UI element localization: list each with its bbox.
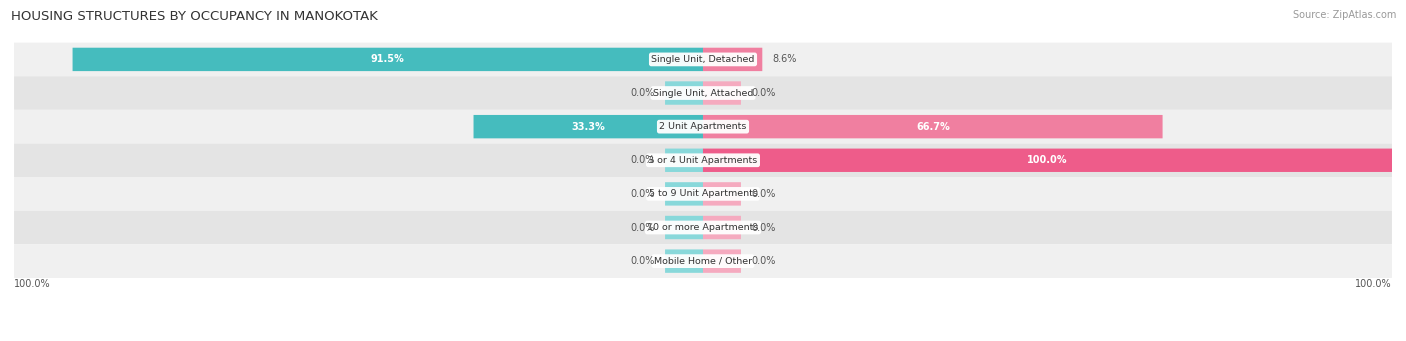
- Text: 66.7%: 66.7%: [915, 122, 949, 132]
- FancyBboxPatch shape: [703, 115, 1163, 138]
- FancyBboxPatch shape: [665, 249, 703, 273]
- Text: 8.6%: 8.6%: [772, 55, 797, 64]
- Text: 0.0%: 0.0%: [630, 88, 655, 98]
- Text: 10 or more Apartments: 10 or more Apartments: [647, 223, 759, 232]
- FancyBboxPatch shape: [665, 216, 703, 239]
- FancyBboxPatch shape: [703, 216, 741, 239]
- Text: Single Unit, Detached: Single Unit, Detached: [651, 55, 755, 64]
- Text: 3 or 4 Unit Apartments: 3 or 4 Unit Apartments: [648, 156, 758, 165]
- Text: Source: ZipAtlas.com: Source: ZipAtlas.com: [1292, 10, 1396, 20]
- Text: Single Unit, Attached: Single Unit, Attached: [652, 89, 754, 98]
- FancyBboxPatch shape: [665, 149, 703, 172]
- FancyBboxPatch shape: [665, 81, 703, 105]
- Text: 91.5%: 91.5%: [371, 55, 405, 64]
- FancyBboxPatch shape: [14, 177, 1392, 211]
- Text: 100.0%: 100.0%: [1355, 279, 1392, 289]
- FancyBboxPatch shape: [703, 81, 741, 105]
- Text: 0.0%: 0.0%: [630, 256, 655, 266]
- FancyBboxPatch shape: [703, 149, 1392, 172]
- Text: 100.0%: 100.0%: [14, 279, 51, 289]
- FancyBboxPatch shape: [73, 48, 703, 71]
- Text: 0.0%: 0.0%: [751, 189, 776, 199]
- FancyBboxPatch shape: [14, 110, 1392, 144]
- FancyBboxPatch shape: [14, 43, 1392, 76]
- Text: 100.0%: 100.0%: [1028, 155, 1067, 165]
- Text: 0.0%: 0.0%: [630, 155, 655, 165]
- Text: 0.0%: 0.0%: [751, 88, 776, 98]
- Text: 0.0%: 0.0%: [630, 223, 655, 233]
- Text: 33.3%: 33.3%: [571, 122, 605, 132]
- Text: Mobile Home / Other: Mobile Home / Other: [654, 257, 752, 266]
- Text: 5 to 9 Unit Apartments: 5 to 9 Unit Apartments: [648, 189, 758, 198]
- Text: 0.0%: 0.0%: [751, 223, 776, 233]
- FancyBboxPatch shape: [14, 244, 1392, 278]
- FancyBboxPatch shape: [665, 182, 703, 206]
- FancyBboxPatch shape: [703, 48, 762, 71]
- Text: HOUSING STRUCTURES BY OCCUPANCY IN MANOKOTAK: HOUSING STRUCTURES BY OCCUPANCY IN MANOK…: [11, 10, 378, 23]
- Text: 0.0%: 0.0%: [751, 256, 776, 266]
- FancyBboxPatch shape: [474, 115, 703, 138]
- FancyBboxPatch shape: [703, 182, 741, 206]
- FancyBboxPatch shape: [14, 211, 1392, 244]
- FancyBboxPatch shape: [703, 249, 741, 273]
- Text: 2 Unit Apartments: 2 Unit Apartments: [659, 122, 747, 131]
- FancyBboxPatch shape: [14, 144, 1392, 177]
- Text: 0.0%: 0.0%: [630, 189, 655, 199]
- FancyBboxPatch shape: [14, 76, 1392, 110]
